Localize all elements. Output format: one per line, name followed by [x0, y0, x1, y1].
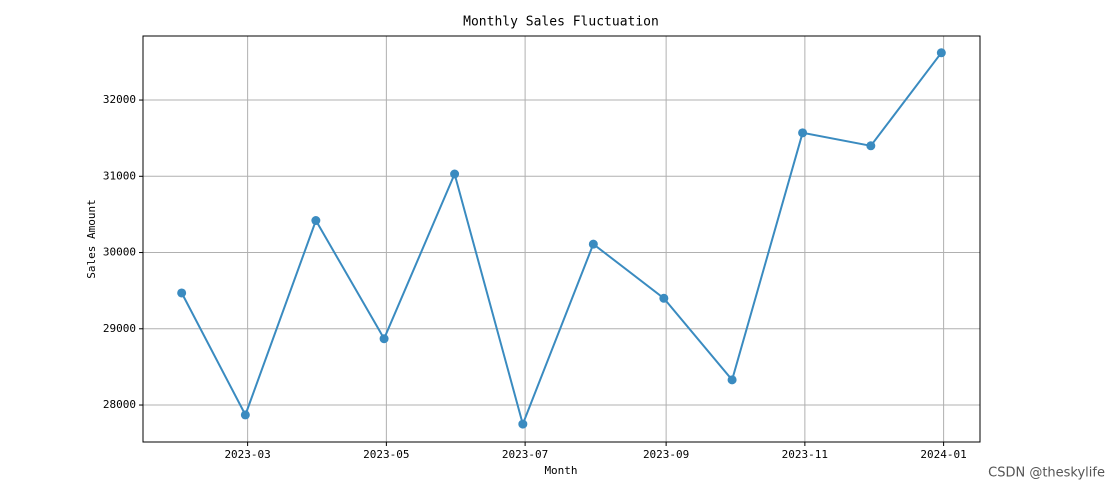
x-tick-label: 2023-09: [643, 448, 689, 461]
data-point: [866, 141, 876, 151]
y-tick-label: 28000: [103, 398, 136, 411]
y-axis-label: Sales Amount: [85, 199, 98, 278]
data-point: [798, 128, 808, 138]
y-tick-label: 29000: [103, 322, 136, 335]
y-tick-label: 30000: [103, 246, 136, 259]
x-tick-label: 2023-03: [224, 448, 270, 461]
data-point: [177, 288, 187, 298]
data-point: [936, 48, 946, 58]
chart-title: Monthly Sales Fluctuation: [463, 15, 659, 30]
x-tick-label: 2023-07: [502, 448, 548, 461]
data-point: [379, 334, 389, 344]
plot-frame: [142, 35, 981, 443]
x-axis-label: Month: [544, 464, 577, 477]
data-point: [240, 410, 250, 420]
watermark: CSDN @theskylife: [988, 466, 1105, 481]
y-tick-label: 31000: [103, 169, 136, 182]
data-point: [311, 216, 321, 226]
data-line: [180, 52, 943, 428]
data-point: [727, 375, 737, 385]
x-tick-label: 2023-05: [363, 448, 409, 461]
x-tick-label: 2024-01: [920, 448, 966, 461]
data-point: [659, 293, 669, 303]
data-point: [450, 169, 460, 179]
x-tick-label: 2023-11: [782, 448, 828, 461]
y-tick-label: 32000: [103, 93, 136, 106]
data-point: [518, 419, 528, 429]
data-point: [588, 239, 598, 249]
